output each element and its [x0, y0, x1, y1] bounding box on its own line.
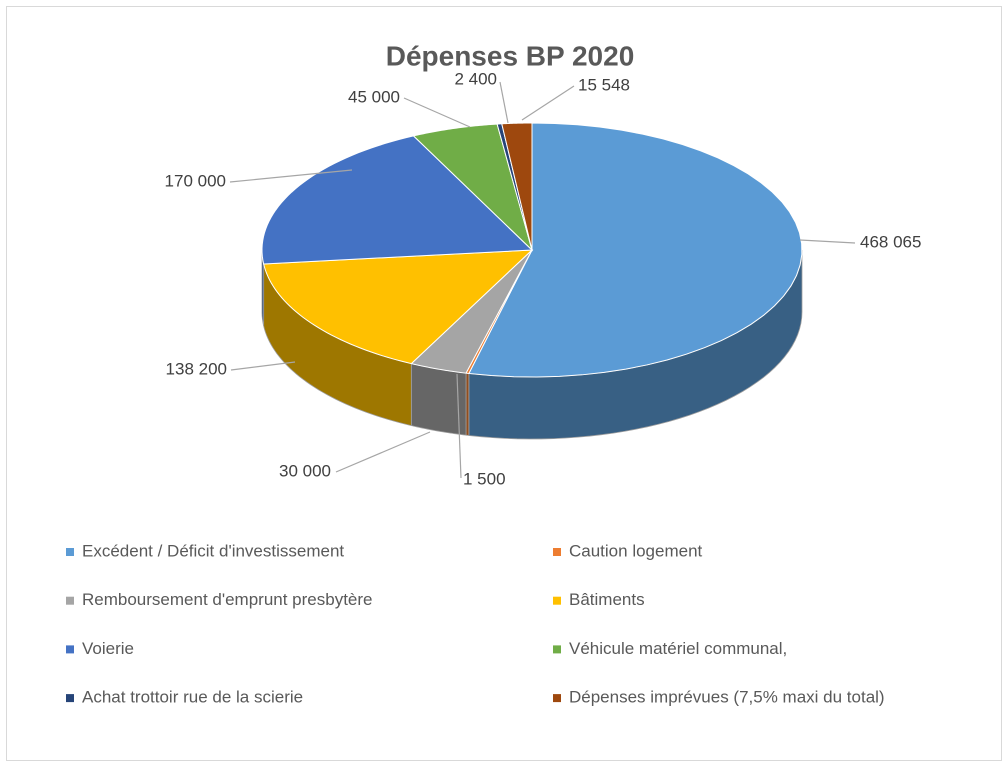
legend-swatch [553, 645, 561, 654]
slice [412, 123, 533, 252]
legend-label: Excédent / Déficit d'investissement [82, 541, 344, 560]
legend-label: Caution logement [569, 541, 703, 560]
legend-swatch [553, 548, 561, 556]
slice [468, 122, 803, 378]
data-label: 138 200 [166, 359, 227, 378]
leader-line [403, 97, 471, 128]
leader-line [499, 81, 509, 124]
data-label: 30 000 [279, 461, 331, 480]
legend-swatch [553, 694, 561, 703]
legend-label: Dépenses imprévues (7,5% maxi du total) [569, 688, 885, 707]
slice-side [465, 372, 470, 436]
data-label: 468 065 [860, 232, 921, 251]
data-label: 45 000 [348, 87, 400, 106]
leader-line [521, 85, 575, 121]
leader-line [230, 361, 296, 371]
data-label: 1 500 [463, 469, 506, 488]
slice [501, 122, 533, 251]
chart-title: Dépenses BP 2020 [386, 40, 635, 71]
leader-line [335, 431, 431, 473]
data-label: 170 000 [165, 171, 226, 190]
leader-line [229, 169, 353, 183]
slice [496, 123, 533, 251]
slice [410, 249, 533, 374]
legend-label: Bâtiments [569, 590, 645, 609]
legend-swatch [66, 694, 74, 703]
legend-swatch [66, 596, 74, 605]
data-label: 2 400 [454, 69, 497, 88]
slice [261, 135, 534, 265]
legend-label: Remboursement d'emprunt presbytère [82, 590, 373, 609]
data-label: 15 548 [578, 75, 630, 94]
leader-line [799, 239, 856, 244]
legend-label: Véhicule matériel communal, [569, 639, 787, 658]
slice [263, 249, 534, 365]
legend-swatch [553, 596, 561, 605]
legend-label: Voierie [82, 639, 134, 658]
legend-swatch [66, 645, 74, 654]
legend-swatch [66, 548, 74, 556]
leader-line [456, 373, 462, 479]
legend-label: Achat trottoir rue de la scierie [82, 688, 303, 707]
